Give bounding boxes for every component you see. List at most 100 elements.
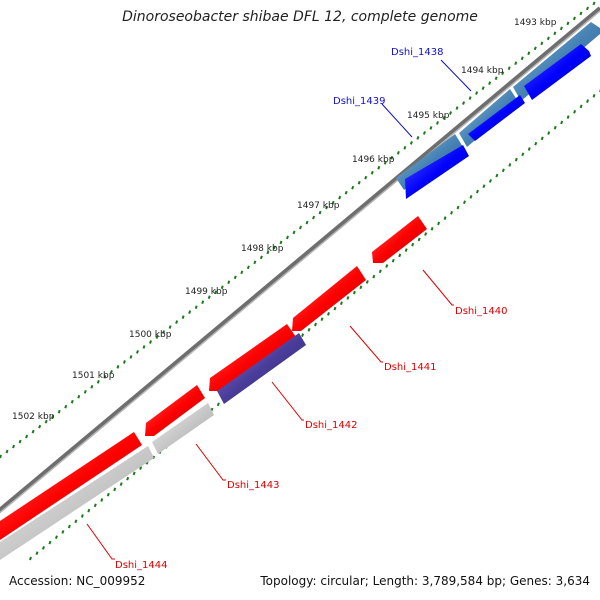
tick-dot [417,237,421,242]
tick-dot [18,439,22,444]
tick-dot [424,232,428,236]
tick-dot [566,21,570,26]
tick-label: 1498 kbp [241,244,284,254]
tick-dot [573,109,577,114]
tick-labels: 1493 kbp 1494 kbp 1495 kbp 1496 kbp 1497 kbp… [12,18,557,422]
tick-dot [377,165,381,170]
tick-dot [501,71,505,76]
tick-dot [436,121,439,125]
leader-dshi-1444 [86,523,115,560]
tick-dot [572,16,576,21]
tick-dot [514,157,518,162]
tick-dot [559,26,563,31]
tick-dot [560,120,564,125]
tick-dot [44,419,48,424]
tick-dot [314,322,317,327]
tick-dot [155,335,159,339]
tick-dot [279,240,283,245]
tick-dot [534,141,538,146]
leader-dshi-1441 [349,325,383,363]
tick-dot [327,312,330,316]
tick-dot [74,519,78,524]
tick-dot [0,454,2,459]
tick-dot [320,317,324,322]
tick-dot [546,36,550,41]
tick-dot [57,409,61,414]
gene-label-dshi-1439[interactable]: Dshi_1439 [333,96,385,107]
tick-dot [351,185,355,190]
cds-dshi-1439-b[interactable] [405,145,469,199]
bar-dshi-1442[interactable] [217,333,306,404]
tick-dot [482,184,486,189]
tick-dot [286,235,289,240]
leader-dshi-1439 [381,103,413,138]
gene-label-dshi-1440[interactable]: Dshi_1440 [455,306,507,317]
tick-dot [54,535,58,540]
tick-dot [553,125,557,130]
tick-dot [67,524,71,529]
tick-dot [430,226,434,231]
tick-dot [113,487,117,492]
tick-dot [370,170,374,175]
gene-label-dshi-1438[interactable]: Dshi_1438 [391,47,443,58]
tick-dot [168,325,172,329]
tick-dot [103,375,107,379]
accession-label: Accession: NC_009952 [9,574,146,588]
tick-dot [149,340,152,344]
gene-label-dshi-1442[interactable]: Dshi_1442 [305,420,357,431]
tick-dot [507,66,511,71]
bar-dshi-1443[interactable] [152,403,214,454]
tick-dot [520,56,524,61]
tick-dot [344,190,348,195]
tick-dot [501,168,505,173]
tick-dot [240,270,244,275]
tick-dot [227,280,231,285]
tick-dot [411,242,415,247]
tick-dot [547,131,551,135]
tick-dot [566,115,570,119]
tick-dot [409,141,413,145]
tick-dot [220,285,224,290]
tick-dot [488,81,492,85]
tick-label: 1497 kbp [297,201,340,211]
cds-dshi-1442-red[interactable] [209,324,296,391]
tick-dot [126,476,130,481]
gene-label-dshi-1444[interactable]: Dshi_1444 [115,560,167,571]
cds-dshi-1444-red[interactable] [0,432,142,540]
tick-dot [383,160,387,165]
genome-backbone-highlight [0,10,600,514]
cds-dshi-1439-a[interactable] [468,95,525,141]
tick-dot [338,195,342,200]
tick-dot [508,163,512,167]
gene-label-dshi-1443[interactable]: Dshi_1443 [227,480,279,491]
tick-dot [469,195,473,199]
map-title: Dinoroseobacter shibae DFL 12, complete … [122,9,478,25]
tick-dot [181,315,185,319]
bar-dshi-1444[interactable] [0,446,154,560]
tick-dot [468,96,472,100]
tick-dot [403,146,407,150]
tick-dot [463,200,466,205]
tick-dot [481,86,485,90]
tick-dot [443,216,447,220]
tick-dot [139,466,143,470]
tick-dot [385,264,389,268]
gene-label-dshi-1441[interactable]: Dshi_1441 [384,362,436,373]
tick-dot [592,1,596,6]
tick-dot [352,290,356,295]
tick-dot [106,492,110,497]
tick-dot [301,333,305,337]
tick-dot [540,41,544,46]
tick-dot [246,265,250,270]
tick-dot [586,6,589,11]
tick-dot [201,300,205,305]
tick-dot [129,355,133,359]
tick-dot [527,147,531,151]
cds-dshi-1441[interactable] [292,266,366,331]
tick-dot [527,51,531,56]
cds-dshi-1438[interactable] [524,44,591,100]
cds-dshi-1440[interactable] [372,216,427,263]
tick-dot [488,179,492,183]
cds-dshi-1443-red[interactable] [145,385,205,436]
tick-dot [77,394,81,399]
